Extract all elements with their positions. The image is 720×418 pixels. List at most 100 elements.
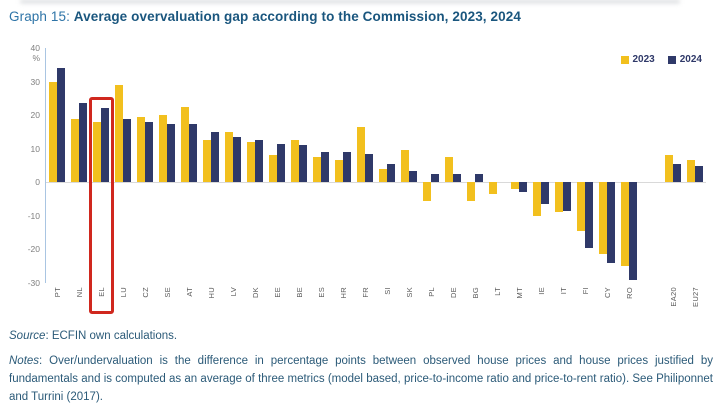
- bar-2023-ES: [313, 157, 321, 183]
- x-axis-label-BG: BG: [470, 287, 480, 299]
- bar-2024-DK: [255, 140, 263, 183]
- bar-2024-EU27: [695, 165, 703, 183]
- bar-2024-SK: [409, 170, 417, 183]
- bar-2023-DK: [247, 142, 255, 183]
- y-tick-30: 30: [30, 76, 40, 87]
- bar-2023-BG: [467, 182, 475, 201]
- chart-title-text: Average overvaluation gap according to t…: [73, 9, 521, 24]
- bar-2024-MT: [519, 182, 527, 193]
- x-axis-label-FR: FR: [360, 287, 370, 298]
- bar-2024-FI: [585, 182, 593, 248]
- x-axis-label-CY: CY: [602, 287, 612, 299]
- bar-2023-FI: [577, 182, 585, 231]
- x-axis-label-EU27: EU27: [690, 287, 700, 307]
- bar-2023-BE: [291, 140, 299, 183]
- bar-2024-EE: [277, 143, 285, 183]
- x-axis-label-EE: EE: [272, 287, 282, 298]
- bar-2023-CZ: [137, 116, 145, 183]
- source-text: : ECFIN own calculations.: [45, 330, 178, 342]
- bar-2024-LV: [233, 136, 241, 183]
- bar-2024-HR: [343, 152, 351, 183]
- bar-2023-SE: [159, 115, 167, 183]
- x-axis-label-IE: IE: [536, 287, 546, 295]
- bar-2024-CZ: [145, 121, 153, 183]
- bar-2024-SE: [167, 123, 175, 183]
- bar-2024-PL: [431, 173, 439, 183]
- bar-2024-IE: [541, 182, 549, 205]
- bar-2023-PT: [49, 81, 57, 183]
- x-axis-label-PT: PT: [52, 287, 62, 298]
- x-axis-label-DK: DK: [250, 287, 260, 299]
- bar-2024-ES: [321, 152, 329, 183]
- y-axis-unit-label: %: [32, 53, 40, 63]
- legend-item-2023: 2023: [620, 54, 655, 65]
- x-axis-label-BE: BE: [294, 287, 304, 298]
- y-tick-20: 20: [30, 110, 40, 121]
- bar-2024-CY: [607, 182, 615, 263]
- x-axis-label-DE: DE: [448, 287, 458, 299]
- bar-2023-HU: [203, 140, 211, 183]
- x-axis-label-ES: ES: [316, 287, 326, 298]
- bar-2023-IE: [533, 182, 541, 216]
- chart-legend: 2023 2024: [620, 54, 702, 65]
- bar-2024-BG: [475, 173, 483, 183]
- y-tick-10: 10: [30, 143, 40, 154]
- chart-title: Graph 15: Average overvaluation gap acco…: [9, 9, 715, 24]
- x-axis-label-SI: SI: [382, 287, 392, 295]
- bar-2024-DE: [453, 173, 461, 183]
- y-tick-0: 0: [35, 177, 40, 188]
- y-tick--10: -10: [27, 210, 40, 221]
- y-tick--30: -30: [27, 278, 40, 288]
- bar-2023-LU: [115, 84, 123, 183]
- x-axis-label-SK: SK: [404, 287, 414, 298]
- bar-2023-IT: [555, 182, 563, 213]
- x-axis-label-LT: LT: [492, 287, 502, 296]
- bar-2024-EA20: [673, 163, 681, 183]
- bar-2024-NL: [79, 103, 87, 183]
- legend-item-2024: 2024: [667, 54, 702, 65]
- bar-2023-FR: [357, 126, 365, 183]
- x-axis-label-SE: SE: [162, 287, 172, 298]
- top-edge-artifact: [20, 0, 680, 4]
- bar-2024-IT: [563, 182, 571, 211]
- legend-label-2024: 2024: [679, 54, 702, 65]
- notes-label: Notes: [9, 355, 40, 367]
- zero-line: [46, 182, 706, 183]
- x-axis-label-HU: HU: [206, 287, 216, 299]
- x-axis-label-RO: RO: [624, 287, 634, 299]
- notes-caption: Notes: Over/undervaluation is the differ…: [9, 352, 713, 406]
- source-caption: Source: ECFIN own calculations.: [9, 330, 715, 342]
- y-tick--20: -20: [27, 244, 40, 255]
- y-axis-line: [45, 48, 46, 283]
- bar-2024-BE: [299, 145, 307, 183]
- y-tick-40: 40: [30, 43, 40, 53]
- bar-2024-EL: [101, 108, 109, 183]
- bar-2023-SI: [379, 168, 387, 183]
- legend-label-2023: 2023: [632, 54, 655, 65]
- x-axis-label-MT: MT: [514, 287, 524, 299]
- bar-2023-EL: [93, 121, 101, 183]
- bar-2024-FR: [365, 153, 373, 183]
- bar-2023-MT: [511, 182, 519, 189]
- x-axis-label-HR: HR: [338, 287, 348, 299]
- bar-2024-RO: [629, 182, 637, 280]
- x-axis-label-PL: PL: [426, 287, 436, 297]
- bar-2024-LU: [123, 118, 131, 183]
- bar-2023-LT: [489, 182, 497, 195]
- x-axis-label-IT: IT: [558, 287, 568, 295]
- bar-2023-AT: [181, 106, 189, 183]
- bar-2024-SI: [387, 163, 395, 183]
- bar-2023-NL: [71, 118, 79, 183]
- bar-2024-AT: [189, 123, 197, 183]
- x-axis-label-LV: LV: [228, 287, 238, 297]
- x-axis-label-NL: NL: [74, 287, 84, 298]
- source-label: Source: [9, 330, 46, 342]
- x-axis-label-EA20: EA20: [668, 287, 678, 307]
- bar-2023-LV: [225, 131, 233, 183]
- legend-swatch-2024: [667, 55, 676, 64]
- x-axis-label-CZ: CZ: [140, 287, 150, 298]
- bar-2023-EA20: [665, 155, 673, 183]
- bar-2024-HU: [211, 131, 219, 183]
- bar-2023-EU27: [687, 160, 695, 183]
